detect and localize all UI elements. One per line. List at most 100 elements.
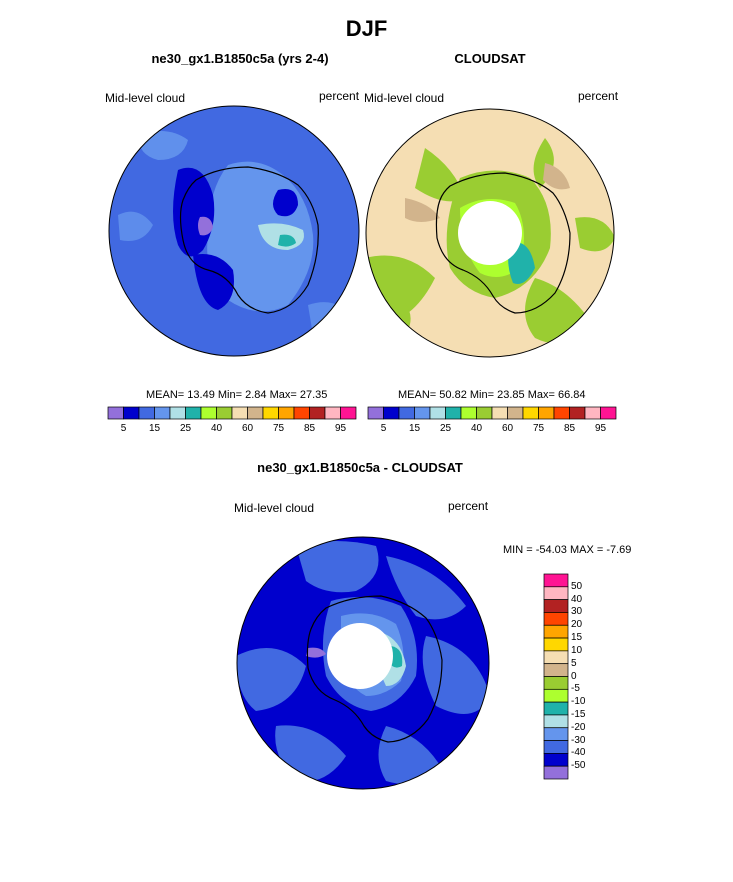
colorbar-tick-label: 15 [571,632,583,644]
diff-minmax-label: MIN = -54.03 MAX = -7.69 [503,544,632,556]
colorbar-swatch [543,573,569,588]
colorbar-tick-label: 25 [439,423,452,434]
obs-mean-value: 50.82 [439,389,467,401]
colorbar-swatch [107,406,124,420]
colorbar-swatch [414,406,431,420]
colorbar-tick-label: 40 [210,423,223,434]
diff-polar-map [236,536,490,790]
diff-units-label: percent [448,499,489,513]
obs-variable-label: Mid-level cloud [364,91,445,105]
obs-mean-label: MEAN= [398,389,437,401]
colorbar-tick-label: 40 [571,593,583,605]
colorbar-swatch [460,406,477,420]
colorbar-tick-label: 5 [380,423,387,434]
pole-hole [327,623,393,689]
colorbar-swatch [569,406,586,420]
map-region [237,648,306,711]
colorbar-swatch [247,406,264,420]
diff-variable-label: Mid-level cloud [234,501,315,515]
colorbar-tick-label: 0 [571,670,577,682]
colorbar-tick-label: 75 [532,423,545,434]
model-units-label: percent [319,89,360,103]
colorbar-tick-label: -30 [571,734,586,746]
colorbar-swatch [584,406,601,420]
colorbar-tick-label: 60 [501,423,514,434]
colorbar-swatch [185,406,202,420]
map-region [308,302,353,338]
map-region [422,636,489,714]
colorbar-swatch [398,406,415,420]
colorbar-swatch [216,406,233,420]
colorbar-swatch [543,650,569,665]
colorbar-swatch [543,676,569,690]
colorbar-swatch [169,406,186,420]
colorbar-swatch [491,406,508,420]
colorbar-tick-label: 95 [334,423,347,434]
colorbar-swatch [543,612,569,626]
colorbar-swatch [543,765,569,780]
colorbar-swatch [200,406,217,420]
model-variable-label: Mid-level cloud [105,91,186,105]
colorbar-tick-label: 15 [148,423,161,434]
colorbar-swatch [522,406,539,420]
map-region [543,163,570,190]
colorbar-swatch [367,406,384,420]
map-region [296,541,379,593]
colorbar-tick-label: -15 [571,708,586,720]
colorbar-swatch [476,406,493,420]
model-max-value: 27.35 [299,389,328,401]
colorbar-swatch [543,663,569,677]
colorbar-swatch [543,637,569,652]
colorbar-swatch [543,624,569,639]
colorbar-tick-label: 5 [120,423,127,434]
colorbar-swatch [324,406,341,420]
obs-colorbar-ticks: 5 15 25 40 60 75 85 95 [368,423,616,437]
colorbar-swatch [138,406,155,420]
obs-max-label: Max= [527,389,555,401]
colorbar-swatch [553,406,570,420]
map-region [575,217,614,252]
map-region [415,148,465,202]
map-region [306,647,326,658]
colorbar-tick-label: 75 [272,423,285,434]
obs-max-value: 66.84 [557,389,586,401]
continent-outline [306,595,443,743]
map-region [198,216,213,236]
colorbar-swatch [543,701,569,716]
colorbar-swatch [507,406,524,420]
colorbar-swatch [543,727,569,741]
colorbar-tick-label: 85 [563,423,576,434]
obs-units-label: percent [578,89,619,103]
colorbar-tick-label: 5 [571,657,577,669]
colorbar-tick-label: 95 [594,423,607,434]
colorbar-swatch [543,714,569,729]
diff-colorbar-ticks: 50 40 30 20 15 10 5 0 -5 -10 -15 -20 -30 -40 -50 [571,574,611,779]
model-mean-value: 13.49 [187,389,215,401]
colorbar-swatch [123,406,140,420]
colorbar-swatch [543,688,569,703]
page-title: DJF [345,16,388,41]
colorbar-swatch [543,740,569,754]
model-min-label: Min= [217,389,243,401]
colorbar-swatch [231,406,248,420]
colorbar-tick-label: 15 [408,423,421,434]
model-max-label: Max= [269,389,297,401]
model-min-value: 2.84 [245,389,267,401]
obs-colorbar [367,406,617,420]
colorbar-swatch [543,599,569,613]
map-region [405,198,440,222]
map-region [118,211,153,241]
model-stats: MEAN= 13.49 Min= 2.84 Max= 27.35 [146,389,327,401]
colorbar-swatch [383,406,400,420]
colorbar-swatch [340,406,357,420]
colorbar-swatch [309,406,326,420]
colorbar-tick-label: -50 [571,760,586,772]
colorbar-tick-label: -40 [571,747,586,759]
obs-min-value: 23.85 [497,389,525,401]
model-plot-title: ne30_gx1.B1850c5a (yrs 2-4) [151,51,329,66]
colorbar-tick-label: -20 [571,721,586,733]
colorbar-swatch [538,406,555,420]
diff-colorbar [543,573,569,780]
colorbar-swatch [293,406,310,420]
colorbar-tick-label: 10 [571,644,583,656]
